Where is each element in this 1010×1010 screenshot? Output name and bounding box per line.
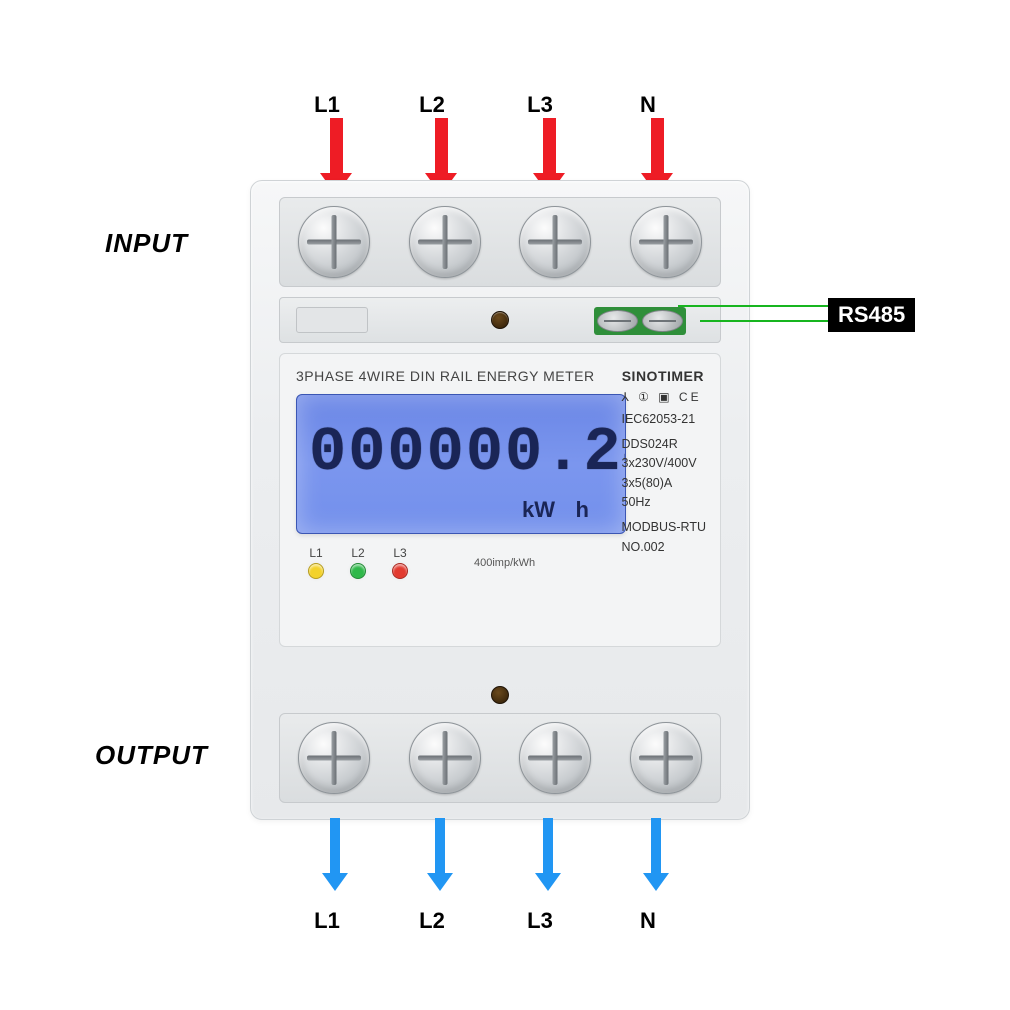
output-arrow-L3 [535, 818, 561, 891]
mount-hole-bottom [491, 686, 509, 704]
led-L2 [350, 563, 366, 579]
output-arrow-L1 [322, 818, 348, 891]
rs485-terminal-b [642, 310, 683, 332]
input-terminal-L2 [409, 206, 481, 278]
pulse-rate-label: 400imp/kWh [474, 557, 535, 569]
spec-line-0: IEC62053-21 [622, 410, 707, 429]
input-term-label-L3: L3 [520, 92, 560, 118]
aux-row [279, 297, 721, 343]
wiring-diagram: INPUT OUTPUT L1 L2 L3 N [0, 0, 1010, 1010]
input-terminal-L1 [298, 206, 370, 278]
lcd-reading: 000000.24 [309, 417, 613, 488]
input-term-label-L1: L1 [307, 92, 347, 118]
led-L2-label: L2 [351, 546, 364, 560]
spec-block: ⅄ ① ▣ CE IEC62053-21 DDS024R 3x230V/400V… [622, 388, 707, 557]
spec-line-2: 3x230V/400V [622, 454, 707, 473]
lcd-display: 000000.24 kW h [296, 394, 626, 534]
led-L3-group: L3 [392, 546, 408, 579]
output-terminal-L3 [519, 722, 591, 794]
spec-line-3: 3x5(80)A [622, 474, 707, 493]
led-L3 [392, 563, 408, 579]
cert-icons: ⅄ ① ▣ CE [622, 388, 707, 407]
output-term-label-N: N [628, 908, 668, 934]
output-term-label-L2: L2 [412, 908, 452, 934]
input-term-label-L2: L2 [412, 92, 452, 118]
rs485-lead-line-1 [678, 305, 828, 307]
aux-notch [296, 307, 368, 333]
rs485-terminal-block [594, 307, 686, 335]
output-arrow-N [643, 818, 669, 891]
output-term-label-L3: L3 [520, 908, 560, 934]
output-terminal-N [630, 722, 702, 794]
mount-hole-top [491, 311, 509, 329]
led-L1 [308, 563, 324, 579]
led-L1-label: L1 [309, 546, 322, 560]
rs485-callout-label: RS485 [828, 298, 915, 332]
spec-line-6: NO.002 [622, 538, 707, 557]
input-terminal-L3 [519, 206, 591, 278]
rs485-lead-line-2 [700, 320, 828, 322]
spec-line-1: DDS024R [622, 435, 707, 454]
lcd-unit-h: h [576, 497, 589, 523]
panel-title-row: 3PHASE 4WIRE DIN RAIL ENERGY METER SINOT… [296, 368, 704, 384]
brand-name: SINOTIMER [622, 368, 704, 384]
energy-meter-device: 3PHASE 4WIRE DIN RAIL ENERGY METER SINOT… [250, 180, 750, 820]
spec-line-5: MODBUS-RTU [622, 518, 707, 537]
output-terminal-L2 [409, 722, 481, 794]
lcd-unit-kw: kW [522, 497, 555, 523]
output-terminal-row [279, 713, 721, 803]
led-L1-group: L1 [308, 546, 324, 579]
input-terminal-row [279, 197, 721, 287]
led-L3-label: L3 [393, 546, 406, 560]
meter-face-panel: 3PHASE 4WIRE DIN RAIL ENERGY METER SINOT… [279, 353, 721, 647]
input-term-label-N: N [628, 92, 668, 118]
output-terminal-L1 [298, 722, 370, 794]
output-arrow-L2 [427, 818, 453, 891]
meter-description: 3PHASE 4WIRE DIN RAIL ENERGY METER [296, 368, 595, 384]
input-section-label: INPUT [105, 228, 188, 259]
rs485-terminal-a [597, 310, 638, 332]
led-L2-group: L2 [350, 546, 366, 579]
spec-line-4: 50Hz [622, 493, 707, 512]
output-term-label-L1: L1 [307, 908, 347, 934]
output-section-label: OUTPUT [95, 740, 208, 771]
input-terminal-N [630, 206, 702, 278]
